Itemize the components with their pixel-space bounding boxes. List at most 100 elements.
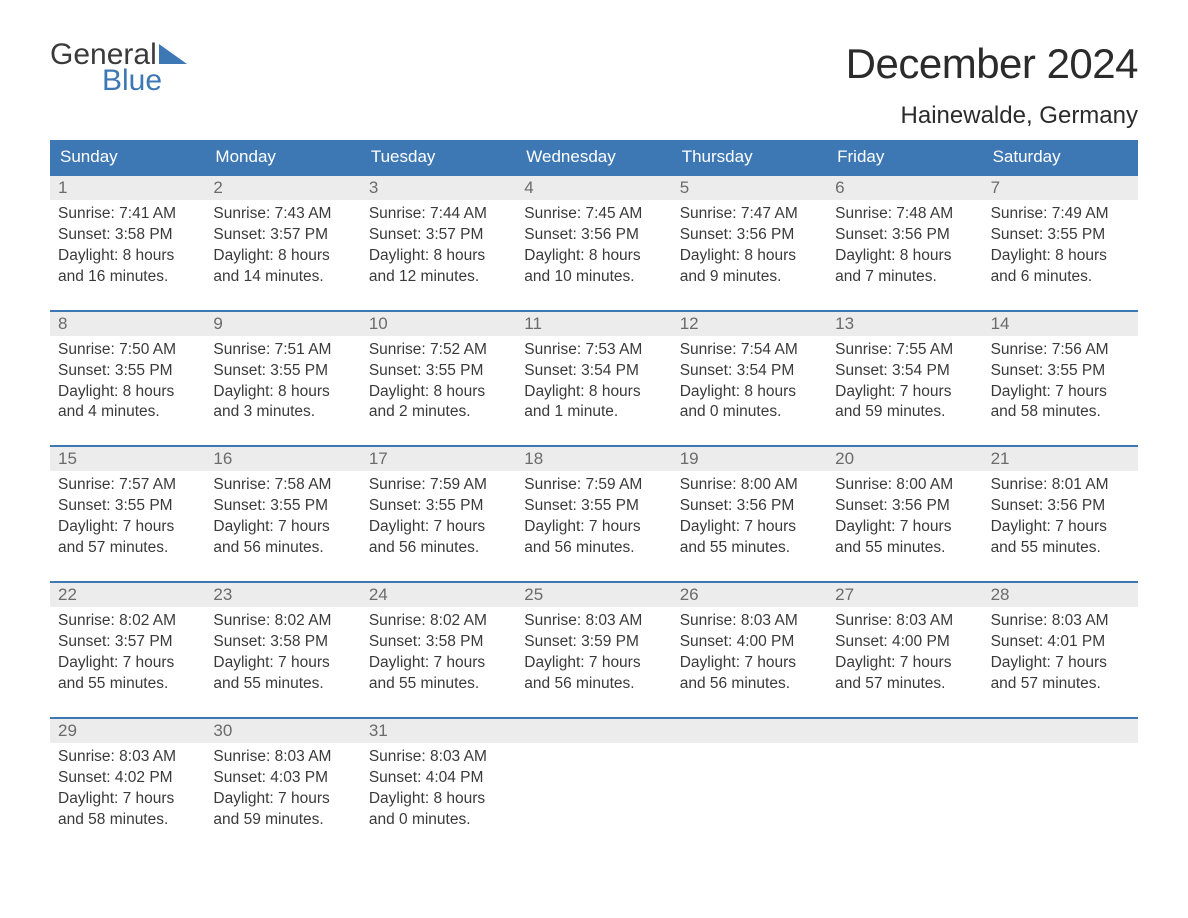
day-cell: 26Sunrise: 8:03 AMSunset: 4:00 PMDayligh… bbox=[672, 583, 827, 717]
day-cell: 25Sunrise: 8:03 AMSunset: 3:59 PMDayligh… bbox=[516, 583, 671, 717]
sunset-line: Sunset: 3:54 PM bbox=[524, 361, 663, 382]
day-details: Sunrise: 7:47 AMSunset: 3:56 PMDaylight:… bbox=[672, 200, 827, 288]
day-cell: 22Sunrise: 8:02 AMSunset: 3:57 PMDayligh… bbox=[50, 583, 205, 717]
day-number: 28 bbox=[983, 583, 1138, 607]
day-number: 21 bbox=[983, 447, 1138, 471]
day-details: Sunrise: 7:59 AMSunset: 3:55 PMDaylight:… bbox=[361, 471, 516, 559]
daylight-line-2: and 55 minutes. bbox=[991, 538, 1130, 559]
day-number: 5 bbox=[672, 176, 827, 200]
day-cell bbox=[827, 719, 982, 853]
day-cell: 18Sunrise: 7:59 AMSunset: 3:55 PMDayligh… bbox=[516, 447, 671, 581]
logo-text-bottom: Blue bbox=[50, 66, 187, 96]
sunrise-line: Sunrise: 8:02 AM bbox=[58, 611, 197, 632]
sunrise-line: Sunrise: 7:57 AM bbox=[58, 475, 197, 496]
day-details: Sunrise: 8:03 AMSunset: 4:00 PMDaylight:… bbox=[827, 607, 982, 695]
sunset-line: Sunset: 3:56 PM bbox=[991, 496, 1130, 517]
day-cell: 8Sunrise: 7:50 AMSunset: 3:55 PMDaylight… bbox=[50, 312, 205, 446]
daylight-line-2: and 7 minutes. bbox=[835, 267, 974, 288]
day-details: Sunrise: 7:41 AMSunset: 3:58 PMDaylight:… bbox=[50, 200, 205, 288]
day-number: 26 bbox=[672, 583, 827, 607]
sunset-line: Sunset: 3:58 PM bbox=[58, 225, 197, 246]
daylight-line-2: and 56 minutes. bbox=[369, 538, 508, 559]
day-number: 6 bbox=[827, 176, 982, 200]
daylight-line-1: Daylight: 8 hours bbox=[58, 382, 197, 403]
day-details: Sunrise: 7:57 AMSunset: 3:55 PMDaylight:… bbox=[50, 471, 205, 559]
header: General Blue December 2024 Hainewalde, G… bbox=[50, 40, 1138, 130]
sunrise-line: Sunrise: 7:41 AM bbox=[58, 204, 197, 225]
day-number: 11 bbox=[516, 312, 671, 336]
day-number: 30 bbox=[205, 719, 360, 743]
daylight-line-1: Daylight: 8 hours bbox=[213, 246, 352, 267]
sunrise-line: Sunrise: 7:50 AM bbox=[58, 340, 197, 361]
day-number: 4 bbox=[516, 176, 671, 200]
daylight-line-1: Daylight: 7 hours bbox=[835, 517, 974, 538]
day-cell: 31Sunrise: 8:03 AMSunset: 4:04 PMDayligh… bbox=[361, 719, 516, 853]
day-details: Sunrise: 8:03 AMSunset: 4:01 PMDaylight:… bbox=[983, 607, 1138, 695]
calendar-week: 29Sunrise: 8:03 AMSunset: 4:02 PMDayligh… bbox=[50, 717, 1138, 853]
day-cell bbox=[983, 719, 1138, 853]
day-details: Sunrise: 8:02 AMSunset: 3:58 PMDaylight:… bbox=[361, 607, 516, 695]
day-details: Sunrise: 8:02 AMSunset: 3:58 PMDaylight:… bbox=[205, 607, 360, 695]
calendar-week: 15Sunrise: 7:57 AMSunset: 3:55 PMDayligh… bbox=[50, 445, 1138, 581]
weeks-container: 1Sunrise: 7:41 AMSunset: 3:58 PMDaylight… bbox=[50, 174, 1138, 852]
dow-friday: Friday bbox=[827, 140, 982, 174]
daylight-line-2: and 56 minutes. bbox=[213, 538, 352, 559]
day-details: Sunrise: 7:45 AMSunset: 3:56 PMDaylight:… bbox=[516, 200, 671, 288]
sunset-line: Sunset: 3:55 PM bbox=[369, 496, 508, 517]
daylight-line-2: and 55 minutes. bbox=[213, 674, 352, 695]
daylight-line-1: Daylight: 8 hours bbox=[58, 246, 197, 267]
sunset-line: Sunset: 3:58 PM bbox=[369, 632, 508, 653]
title-block: December 2024 Hainewalde, Germany bbox=[846, 40, 1138, 130]
day-cell: 14Sunrise: 7:56 AMSunset: 3:55 PMDayligh… bbox=[983, 312, 1138, 446]
day-cell: 19Sunrise: 8:00 AMSunset: 3:56 PMDayligh… bbox=[672, 447, 827, 581]
daylight-line-1: Daylight: 8 hours bbox=[835, 246, 974, 267]
daylight-line-1: Daylight: 7 hours bbox=[835, 653, 974, 674]
sunrise-line: Sunrise: 7:44 AM bbox=[369, 204, 508, 225]
daylight-line-2: and 56 minutes. bbox=[524, 674, 663, 695]
sunset-line: Sunset: 3:54 PM bbox=[680, 361, 819, 382]
sunrise-line: Sunrise: 7:59 AM bbox=[524, 475, 663, 496]
sunset-line: Sunset: 3:58 PM bbox=[213, 632, 352, 653]
daylight-line-2: and 55 minutes. bbox=[58, 674, 197, 695]
day-number: 2 bbox=[205, 176, 360, 200]
day-number: 22 bbox=[50, 583, 205, 607]
daylight-line-2: and 55 minutes. bbox=[835, 538, 974, 559]
dow-monday: Monday bbox=[205, 140, 360, 174]
day-details: Sunrise: 7:49 AMSunset: 3:55 PMDaylight:… bbox=[983, 200, 1138, 288]
sunset-line: Sunset: 4:03 PM bbox=[213, 768, 352, 789]
daylight-line-1: Daylight: 7 hours bbox=[524, 517, 663, 538]
daylight-line-1: Daylight: 7 hours bbox=[369, 653, 508, 674]
day-cell: 12Sunrise: 7:54 AMSunset: 3:54 PMDayligh… bbox=[672, 312, 827, 446]
sunrise-line: Sunrise: 8:02 AM bbox=[369, 611, 508, 632]
sunrise-line: Sunrise: 7:58 AM bbox=[213, 475, 352, 496]
daylight-line-2: and 58 minutes. bbox=[991, 402, 1130, 423]
day-details: Sunrise: 8:03 AMSunset: 3:59 PMDaylight:… bbox=[516, 607, 671, 695]
sunrise-line: Sunrise: 8:03 AM bbox=[58, 747, 197, 768]
dow-wednesday: Wednesday bbox=[516, 140, 671, 174]
sunset-line: Sunset: 3:55 PM bbox=[991, 361, 1130, 382]
sunrise-line: Sunrise: 8:02 AM bbox=[213, 611, 352, 632]
day-cell: 23Sunrise: 8:02 AMSunset: 3:58 PMDayligh… bbox=[205, 583, 360, 717]
sunset-line: Sunset: 3:59 PM bbox=[524, 632, 663, 653]
sunset-line: Sunset: 3:55 PM bbox=[991, 225, 1130, 246]
day-cell: 13Sunrise: 7:55 AMSunset: 3:54 PMDayligh… bbox=[827, 312, 982, 446]
sunset-line: Sunset: 3:56 PM bbox=[524, 225, 663, 246]
sunset-line: Sunset: 3:56 PM bbox=[680, 496, 819, 517]
day-number: 3 bbox=[361, 176, 516, 200]
daylight-line-2: and 57 minutes. bbox=[835, 674, 974, 695]
day-number: 27 bbox=[827, 583, 982, 607]
sunset-line: Sunset: 4:04 PM bbox=[369, 768, 508, 789]
day-cell bbox=[672, 719, 827, 853]
daylight-line-2: and 59 minutes. bbox=[835, 402, 974, 423]
day-number: 29 bbox=[50, 719, 205, 743]
sunset-line: Sunset: 3:57 PM bbox=[213, 225, 352, 246]
day-details: Sunrise: 7:56 AMSunset: 3:55 PMDaylight:… bbox=[983, 336, 1138, 424]
day-number: 10 bbox=[361, 312, 516, 336]
sunrise-line: Sunrise: 7:48 AM bbox=[835, 204, 974, 225]
daylight-line-2: and 0 minutes. bbox=[680, 402, 819, 423]
day-details bbox=[827, 743, 982, 747]
sunrise-line: Sunrise: 8:03 AM bbox=[213, 747, 352, 768]
calendar: Sunday Monday Tuesday Wednesday Thursday… bbox=[50, 140, 1138, 852]
day-details: Sunrise: 8:03 AMSunset: 4:03 PMDaylight:… bbox=[205, 743, 360, 831]
sunrise-line: Sunrise: 7:49 AM bbox=[991, 204, 1130, 225]
